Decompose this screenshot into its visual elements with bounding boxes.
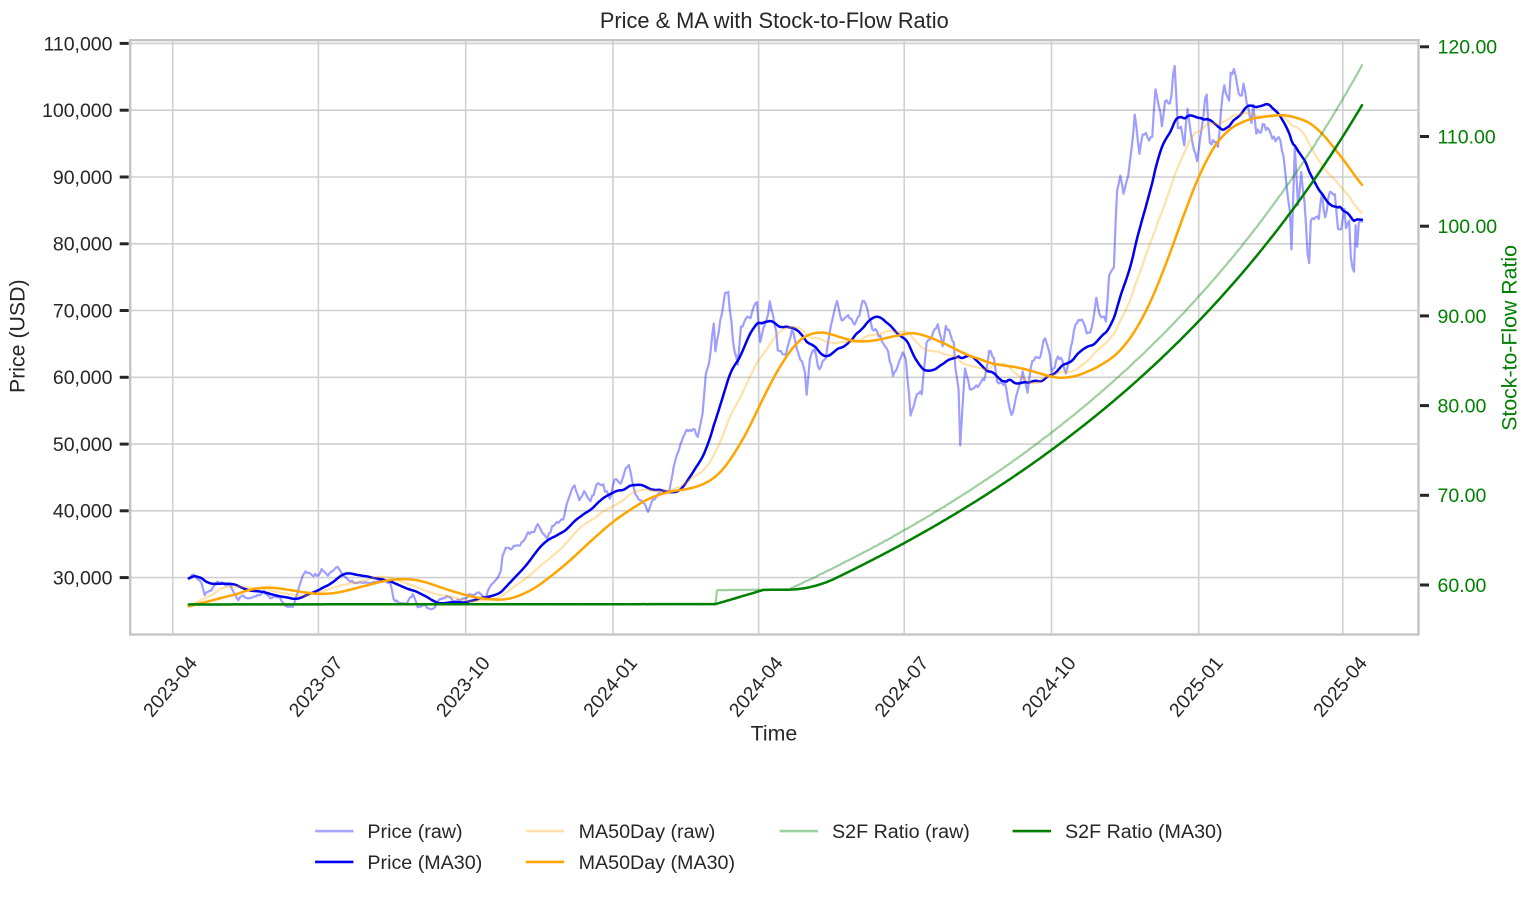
- svg-text:MA50Day (raw): MA50Day (raw): [579, 821, 716, 843]
- svg-text:90,000: 90,000: [53, 167, 113, 189]
- svg-text:2025-04: 2025-04: [1309, 652, 1372, 721]
- svg-text:S2F Ratio (raw): S2F Ratio (raw): [832, 821, 970, 843]
- svg-text:70.00: 70.00: [1438, 485, 1487, 507]
- svg-text:Stock-to-Flow Ratio: Stock-to-Flow Ratio: [1498, 245, 1522, 431]
- svg-text:MA50Day (MA30): MA50Day (MA30): [579, 852, 735, 874]
- svg-text:70,000: 70,000: [53, 300, 113, 322]
- svg-text:2025-01: 2025-01: [1165, 652, 1228, 721]
- svg-text:80.00: 80.00: [1438, 396, 1487, 418]
- svg-text:30,000: 30,000: [53, 568, 113, 590]
- svg-text:2024-01: 2024-01: [579, 652, 642, 721]
- svg-text:120.00: 120.00: [1438, 37, 1498, 59]
- svg-text:100.00: 100.00: [1438, 216, 1498, 238]
- svg-text:Price & MA with Stock-to-Flow: Price & MA with Stock-to-Flow Ratio: [600, 8, 949, 33]
- svg-text:100,000: 100,000: [42, 100, 113, 122]
- svg-text:80,000: 80,000: [53, 234, 113, 256]
- svg-text:2023-04: 2023-04: [139, 652, 202, 721]
- svg-text:40,000: 40,000: [53, 501, 113, 523]
- svg-text:60.00: 60.00: [1438, 575, 1487, 597]
- svg-text:110.00: 110.00: [1438, 126, 1496, 148]
- svg-text:Price (raw): Price (raw): [367, 821, 462, 843]
- svg-text:Time: Time: [751, 722, 798, 746]
- svg-text:2024-07: 2024-07: [870, 652, 933, 721]
- svg-text:2023-10: 2023-10: [432, 652, 495, 721]
- svg-text:S2F Ratio (MA30): S2F Ratio (MA30): [1065, 821, 1223, 843]
- svg-text:110,000: 110,000: [43, 33, 112, 55]
- svg-text:50,000: 50,000: [53, 434, 113, 456]
- svg-text:2024-10: 2024-10: [1018, 652, 1081, 721]
- svg-text:2023-07: 2023-07: [285, 652, 348, 721]
- svg-text:90.00: 90.00: [1438, 306, 1487, 328]
- svg-text:Price (MA30): Price (MA30): [367, 852, 482, 874]
- svg-text:2024-04: 2024-04: [725, 652, 788, 721]
- svg-text:60,000: 60,000: [53, 367, 113, 389]
- svg-text:Price (USD): Price (USD): [6, 279, 30, 393]
